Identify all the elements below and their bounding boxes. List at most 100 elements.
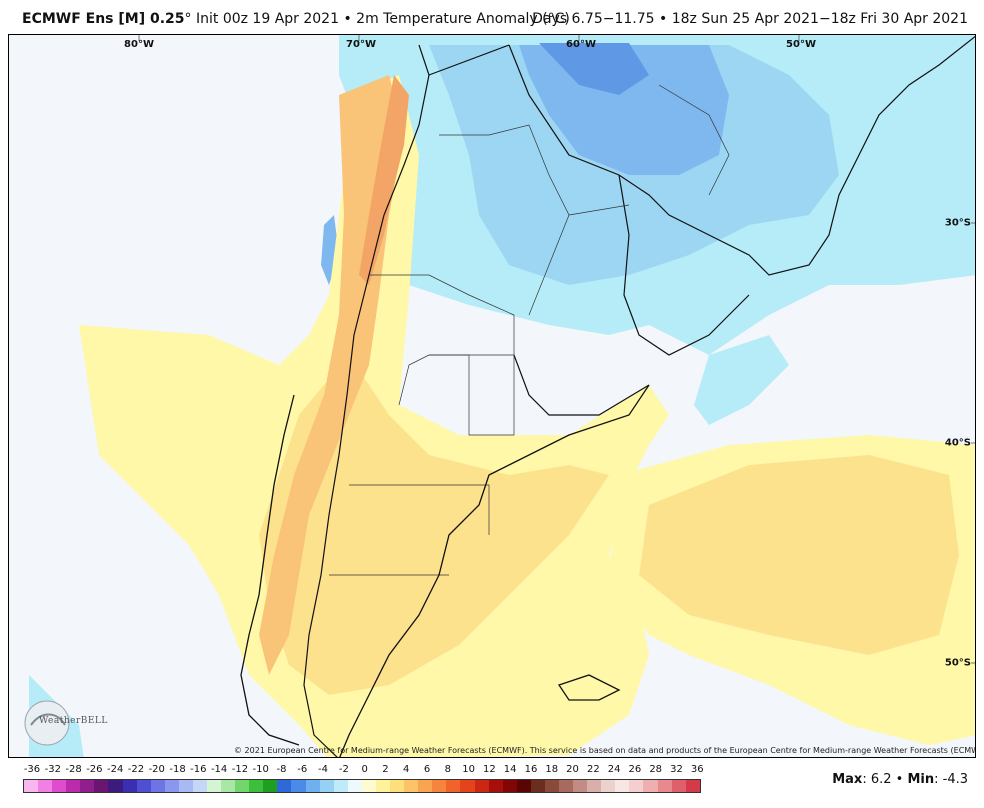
- colorbar-tick-label: -22: [127, 764, 145, 775]
- lon-label-50w: 50°W: [786, 39, 816, 50]
- colorbar-tick-label: 22: [586, 764, 600, 775]
- colorbar-swatch: [375, 780, 391, 792]
- degree-symbol: °: [184, 11, 192, 27]
- colorbar-swatch: [573, 780, 588, 792]
- colorbar-tick-label: 2: [382, 764, 389, 775]
- colorbar-swatch: [657, 780, 672, 792]
- colorbar-tick-label: 32: [670, 764, 683, 775]
- colorbar-swatch: [446, 780, 461, 792]
- colorbar-tick-label: -2: [338, 764, 349, 775]
- bullet: •: [343, 11, 352, 27]
- colorbar-swatch: [404, 780, 419, 792]
- province-borders: [329, 84, 730, 576]
- colorbar-swatch: [615, 780, 630, 792]
- colorbar-swatch: [347, 780, 362, 792]
- model-name: ECMWF Ens [M] 0.25: [22, 11, 185, 27]
- colorbar-swatch: [418, 780, 433, 792]
- colorbar-swatch: [277, 780, 292, 792]
- colorbar-swatch: [643, 780, 658, 792]
- colorbar-tick-label: 26: [628, 764, 642, 775]
- colorbar-tick-label: -4: [318, 764, 329, 775]
- colorbar-swatch: [629, 780, 644, 792]
- map-canvas: [24, 35, 975, 757]
- weatherbell-logo: [24, 700, 70, 746]
- colorbar-swatch: [361, 780, 376, 792]
- colorbar-swatch: [136, 780, 151, 792]
- cool-anomaly-peak-region: [539, 43, 649, 95]
- colorbar-swatch: [558, 780, 574, 792]
- coastline: [240, 384, 650, 757]
- colorbar-swatch: [192, 780, 208, 792]
- colorbar-tick-label: -10: [252, 764, 269, 775]
- colorbar-tick-label: 10: [462, 764, 475, 775]
- colorbar-swatch: [685, 780, 700, 792]
- min-value: : -4.3: [934, 772, 968, 787]
- init-time: Init 00z 19 Apr 2021: [195, 11, 339, 27]
- colorbar-tick-label: 24: [607, 764, 621, 775]
- colorbar-swatch: [333, 780, 348, 792]
- cool-anomaly-coastal-patch: [694, 335, 789, 425]
- colorbar-tick-label: -6: [297, 764, 308, 775]
- colorbar-swatch: [390, 780, 405, 792]
- colorbar-swatch: [52, 780, 67, 792]
- colorbar-swatch: [530, 780, 545, 792]
- colorbar-tick-label: 36: [690, 764, 704, 775]
- colorbar-swatch: [249, 780, 264, 792]
- colorbar-swatch: [108, 780, 123, 792]
- colorbar-tick-label: -8: [276, 764, 287, 775]
- colorbar-swatch: [221, 780, 236, 792]
- field-name: 2m Temperature Anomaly (°C): [356, 11, 570, 27]
- country-borders: [303, 35, 975, 757]
- colorbar-tick-label: -20: [148, 764, 165, 775]
- colorbar-tick-label: 28: [649, 764, 663, 775]
- colorbar-swatch: [474, 780, 489, 792]
- colorbar-swatch: [38, 780, 53, 792]
- lat-label-50s: 50°S: [944, 657, 971, 669]
- map-title: ECMWF Ens [M] 0.25° Init 00z 19 Apr 2021…: [22, 11, 570, 27]
- graticule-ticks: [138, 35, 975, 664]
- colorbar-tick-label: -36: [23, 764, 41, 775]
- colorbar-swatch: [164, 780, 179, 792]
- colorbar-swatch: [305, 780, 320, 792]
- colorbar-swatch: [24, 780, 39, 792]
- colorbar-swatch: [150, 780, 165, 792]
- colorbar-tick-label: -26: [86, 764, 103, 775]
- colorbar-swatch: [94, 780, 109, 792]
- colorbar-tick-label: 4: [403, 764, 410, 775]
- colorbar-tick-label: 0: [361, 764, 368, 775]
- logo-text: WeatherBELL: [39, 716, 108, 726]
- colorbar-swatch: [502, 780, 517, 792]
- colorbar-tick-label: 16: [524, 764, 538, 775]
- colorbar-tick-label: 18: [545, 764, 559, 775]
- colorbar-swatch: [178, 780, 193, 792]
- anomaly-map: 80°W 70°W 60°W 50°W 30°S 40°S 50°S Weath…: [8, 34, 976, 758]
- colorbar-swatch: [291, 780, 306, 792]
- valid-period: Days 6.75−11.75 • 18z Sun 25 Apr 2021−18…: [532, 11, 968, 27]
- colorbar-swatch: [66, 780, 81, 792]
- colorbar-swatch: [319, 780, 334, 792]
- colorbar-tick-label: -18: [169, 764, 186, 775]
- colorbar-swatch: [544, 780, 559, 792]
- colorbar-tick-label: 20: [566, 764, 579, 775]
- colorbar-swatch: [432, 780, 447, 792]
- warm-anomaly-peak-region: [359, 75, 409, 285]
- lon-label-60w: 60°W: [566, 39, 596, 50]
- colorbar: [23, 779, 701, 793]
- max-value: : 6.2: [862, 772, 892, 787]
- colorbar-tick-label: -28: [65, 764, 82, 775]
- colorbar-swatch: [587, 780, 602, 792]
- lat-label-30s: 30°S: [944, 217, 971, 229]
- colorbar-swatch: [601, 780, 616, 792]
- colorbar-tick-label: -12: [231, 764, 249, 775]
- colorbar-tick-label: -16: [190, 764, 207, 775]
- colorbar-labels: -36 -32 -28 -26 -24 -22 -20 -18 -16 -14 -12 -10 -8 -6…: [20, 764, 704, 778]
- colorbar-swatch: [122, 780, 137, 792]
- colorbar-swatch: [488, 780, 503, 792]
- colorbar-swatch: [460, 780, 475, 792]
- colorbar-tick-label: 14: [503, 764, 517, 775]
- min-label: Min: [907, 772, 935, 787]
- lon-label-80w: 80°W: [124, 39, 154, 50]
- colorbar-tick-label: -24: [106, 764, 124, 775]
- cool-anomaly-strong-region: [519, 45, 729, 175]
- colorbar-tick-label: -14: [210, 764, 228, 775]
